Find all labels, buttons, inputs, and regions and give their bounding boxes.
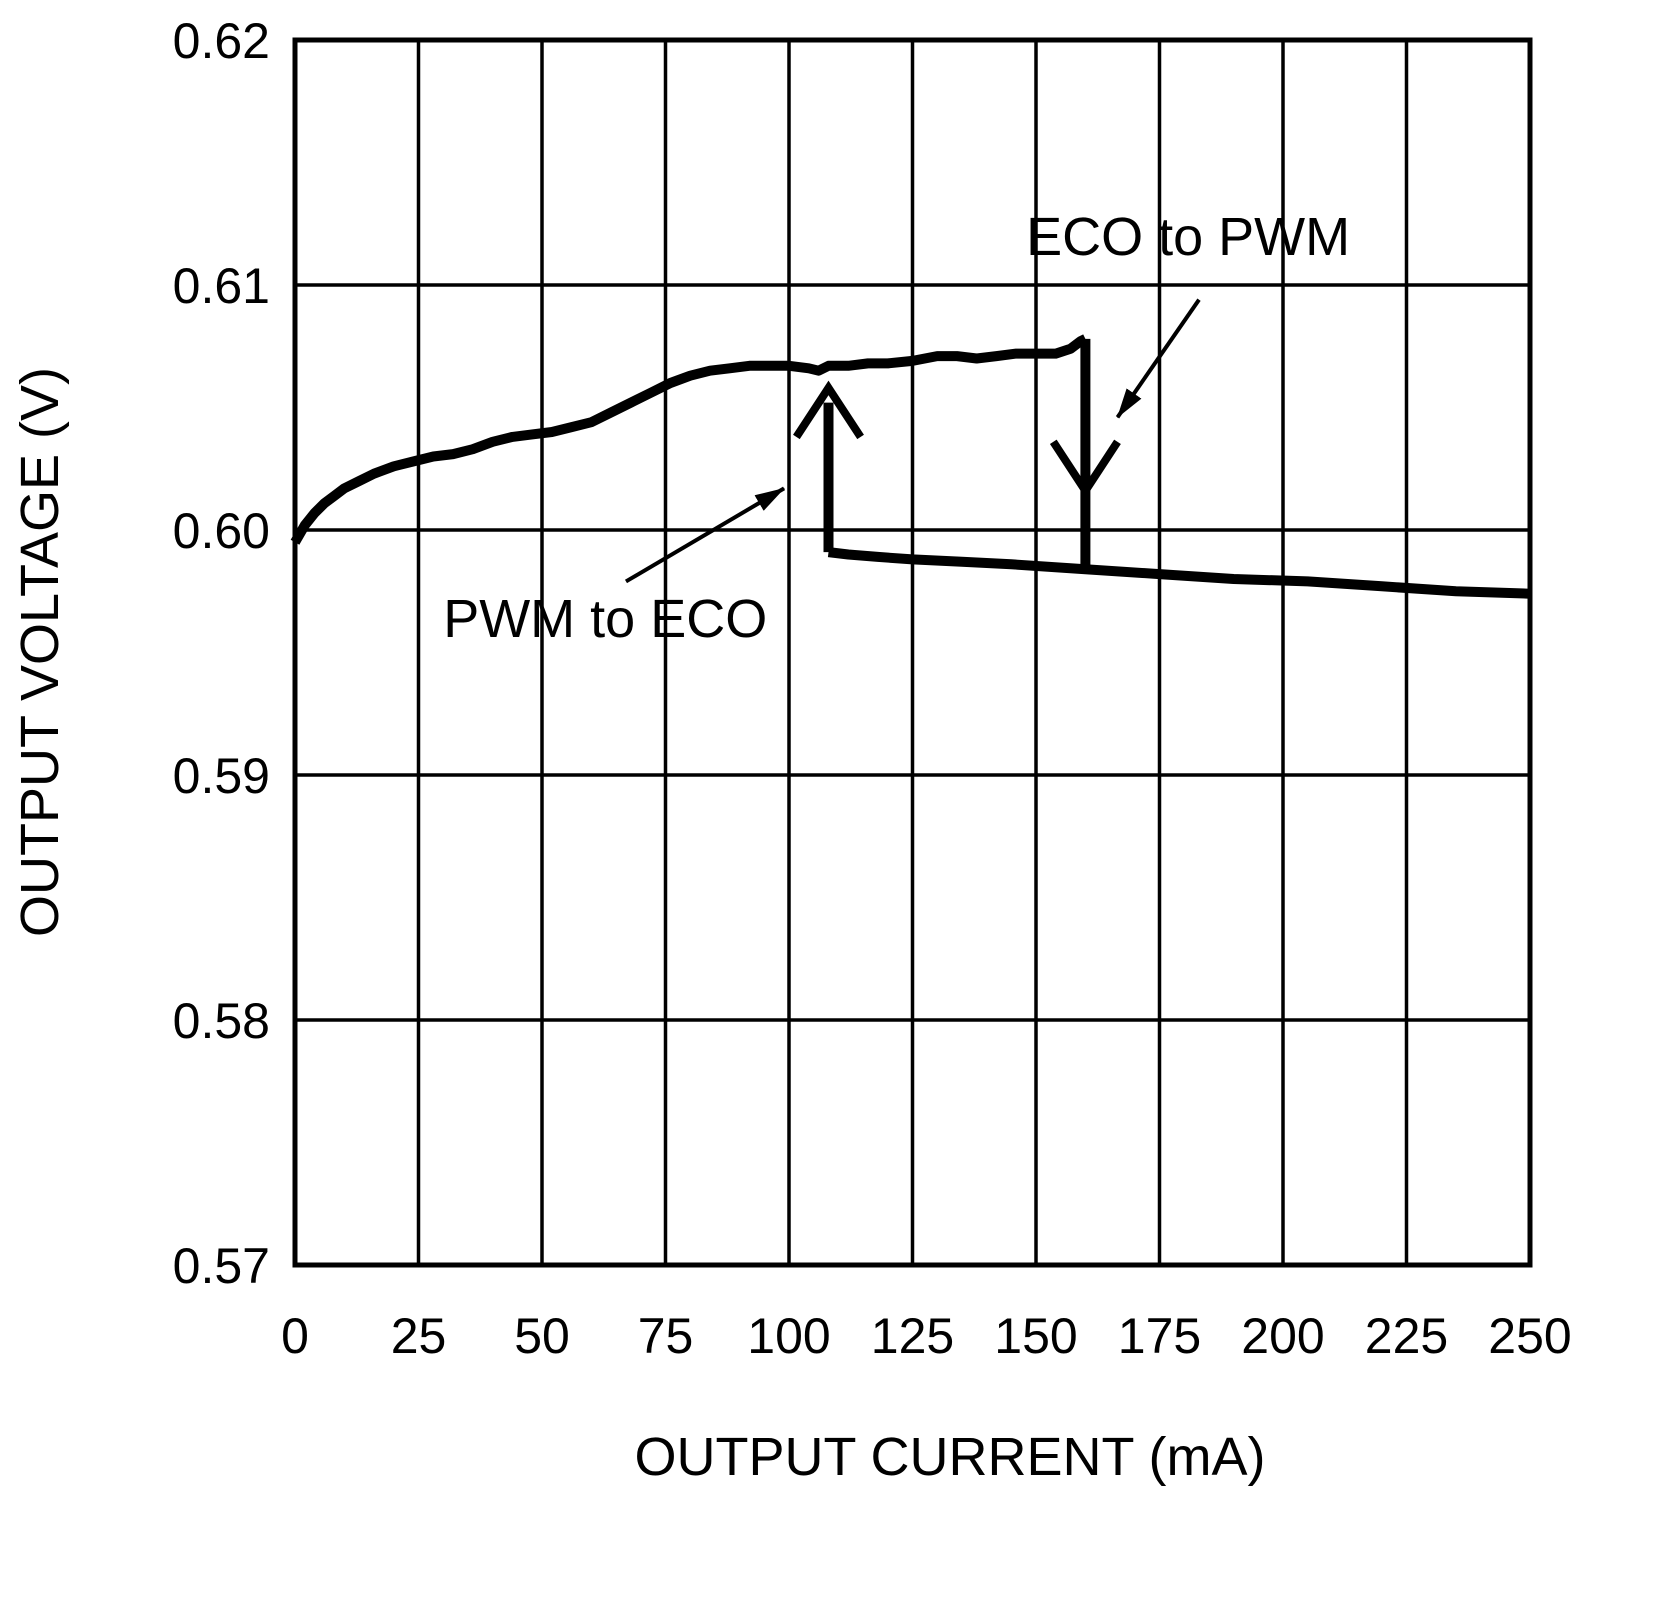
- plot-frame: [292, 37, 1533, 1268]
- y-tick-label: 0.59: [173, 748, 270, 804]
- y-tick-label: 0.57: [173, 1238, 270, 1294]
- x-tick-label: 175: [1118, 1308, 1201, 1364]
- x-tick-label: 250: [1488, 1308, 1571, 1364]
- y-tick-label: 0.60: [173, 503, 270, 559]
- annotation-label: PWM to ECO: [443, 589, 767, 649]
- down-arrowhead-icon: [1049, 439, 1121, 499]
- x-axis-title: OUTPUT CURRENT (mA): [635, 1427, 1266, 1487]
- x-tick-label: 100: [747, 1308, 830, 1364]
- x-tick-label: 125: [871, 1308, 954, 1364]
- y-tick-label: 0.61: [173, 258, 270, 314]
- y-tick-label: 0.58: [173, 993, 270, 1049]
- x-tick-label: 150: [994, 1308, 1077, 1364]
- series-pwm-decreasing: [827, 547, 1531, 599]
- x-tick-label: 25: [391, 1308, 447, 1364]
- annotation-arrow: [1115, 298, 1201, 419]
- up-arrowhead-icon: [793, 380, 864, 440]
- x-tick-label: 75: [638, 1308, 694, 1364]
- x-tick-label: 225: [1365, 1308, 1448, 1364]
- series-eco-increasing: [290, 334, 1088, 545]
- y-tick-label: 0.62: [173, 13, 270, 69]
- annotation-label: ECO to PWM: [1026, 207, 1350, 267]
- y-axis-title: OUTPUT VOLTAGE (V): [10, 367, 70, 937]
- annotation-arrow: [624, 486, 786, 584]
- x-tick-label: 0: [281, 1308, 309, 1364]
- x-tick-label: 200: [1241, 1308, 1324, 1364]
- x-tick-label: 50: [514, 1308, 570, 1364]
